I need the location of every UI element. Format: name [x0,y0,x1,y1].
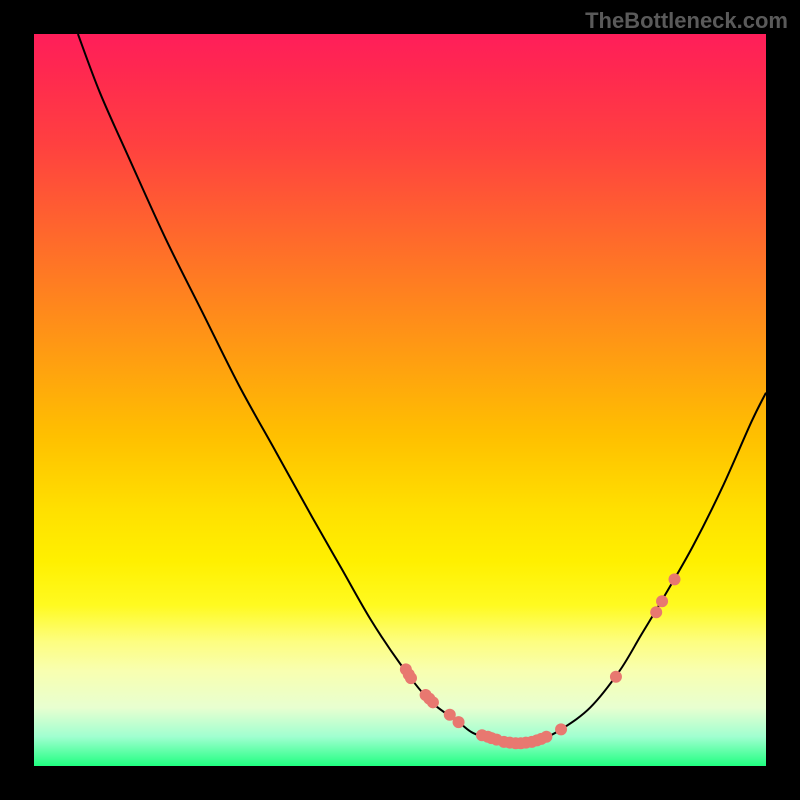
chart-svg [0,0,800,800]
marker-group [400,573,681,749]
data-marker [650,606,662,618]
data-marker [555,723,567,735]
data-marker [610,671,622,683]
bottleneck-curve [78,34,766,744]
data-marker [540,731,552,743]
data-marker [427,696,439,708]
data-marker [669,573,681,585]
watermark-text: TheBottleneck.com [585,8,788,34]
data-marker [656,595,668,607]
data-marker [453,716,465,728]
data-marker [405,672,417,684]
